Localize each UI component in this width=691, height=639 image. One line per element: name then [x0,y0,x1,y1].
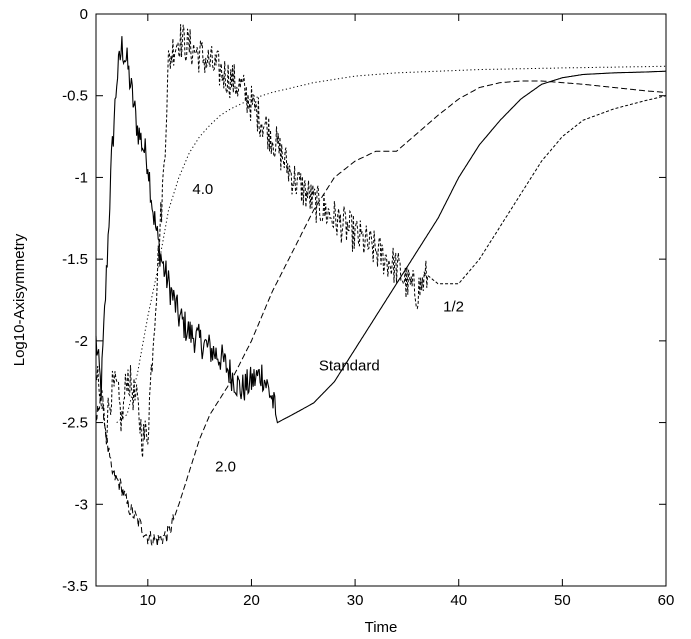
annotations-layer: 4.0 Standard 2.0 1/2 [192,181,464,476]
ticks-layer [96,13,667,587]
y-tick-label: -3 [75,496,88,513]
series-layer [95,24,667,548]
series-line-2 [95,80,666,548]
series-line-4 [95,24,667,458]
series-line-3 [116,65,666,423]
y-tick-label: -1.5 [62,251,88,268]
y-tick-label: -2.5 [62,415,88,432]
series-line-1 [95,36,666,424]
x-tick-label: 50 [554,592,571,609]
x-tick-label: 60 [658,592,675,609]
y-tick-label: 0 [80,6,88,23]
y-tick-label: -2 [75,333,88,350]
x-axis-title: Time [365,619,398,636]
y-axis-title: Log10-Axisymmetry [11,233,28,366]
y-tick-label: -0.5 [62,88,88,105]
y-tick-label: -3.5 [62,578,88,595]
y-tick-label: -1 [75,169,88,186]
x-tick-label: 40 [450,592,467,609]
x-tick-label: 20 [243,592,260,609]
curve-label: Standard [319,357,380,374]
curve-label: 1/2 [443,298,464,315]
curve-label: 4.0 [192,181,213,198]
curve-label: 2.0 [215,459,236,476]
x-tick-label: 10 [139,592,156,609]
plot-frame [95,13,667,587]
x-tick-label: 30 [347,592,364,609]
tick-labels-layer: 10 20 30 40 50 60 0 -0.5 -1 -1.5 -2 -2.5 -3 -3.5 [62,6,674,609]
